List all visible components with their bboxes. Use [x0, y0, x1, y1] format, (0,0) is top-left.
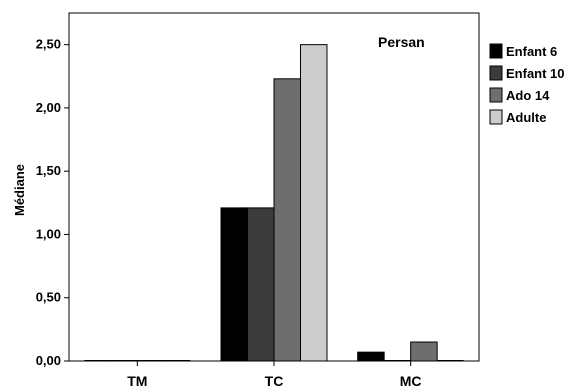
bar-tc-enfant-10 — [247, 207, 275, 362]
legend-label: Ado 14 — [506, 88, 550, 103]
legend-swatch — [489, 43, 503, 59]
y-axis-title: Médiane — [12, 164, 27, 216]
bar-tc-adulte — [300, 44, 328, 362]
legend-swatch — [489, 87, 503, 103]
bar-tc-enfant-6 — [220, 207, 248, 362]
legend-label: Enfant 6 — [506, 44, 557, 59]
x-axis-category-labels: TM TC MC — [127, 361, 422, 389]
bars-group — [84, 44, 464, 362]
bar-mc-enfant-6 — [357, 351, 385, 362]
y-tick-label: 2,00 — [36, 100, 61, 115]
legend-label: Adulte — [506, 110, 546, 125]
y-tick-label: 0,50 — [36, 290, 61, 305]
y-tick-label: 1,00 — [36, 226, 61, 241]
x-category-label: MC — [400, 373, 422, 389]
bar-tc-ado-14 — [273, 78, 301, 362]
legend: Enfant 6 Enfant 10 Ado 14 Adulte — [489, 43, 565, 125]
bar-mc-ado-14 — [410, 341, 438, 362]
y-tick-label: 1,50 — [36, 163, 61, 178]
legend-label: Enfant 10 — [506, 66, 565, 81]
x-category-label: TC — [265, 373, 284, 389]
x-category-label: TM — [127, 373, 147, 389]
y-tick-label: 0,00 — [36, 353, 61, 368]
chart-annotation: Persan — [378, 34, 425, 50]
legend-swatch — [489, 65, 503, 81]
y-axis-ticks: 0,00 0,50 1,00 1,50 2,00 2,50 — [36, 37, 69, 368]
y-tick-label: 2,50 — [36, 37, 61, 52]
legend-swatch — [489, 109, 503, 125]
